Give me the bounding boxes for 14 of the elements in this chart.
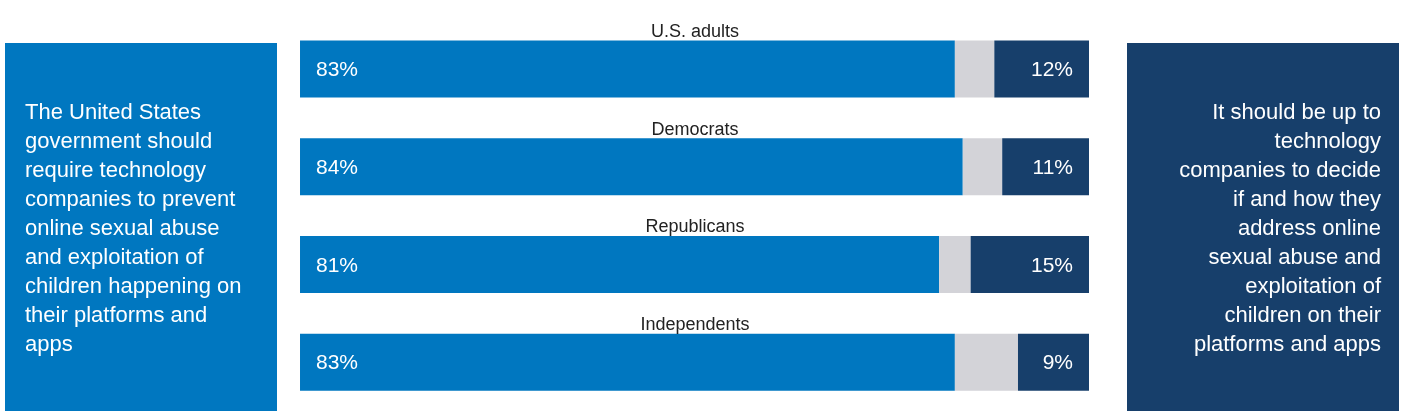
data-label: 12% xyxy=(1030,57,1073,81)
y-tick-label: Republicans xyxy=(645,216,745,237)
text: It should be up to technology companies to decide if and how they address online sexual abuse and exploitation of children on their platforms and apps xyxy=(1179,98,1381,356)
y-tick-label: Democrats xyxy=(651,118,739,139)
data-label: 81% xyxy=(316,252,359,276)
data-label: 9% xyxy=(1042,350,1073,374)
y-tick-label: U.S. adults xyxy=(650,20,740,41)
data-label: 11% xyxy=(1032,154,1073,178)
text: The United States government should require technology companies to prevent online sexual abuse and exploitation of children happening on their platforms and apps xyxy=(25,98,242,356)
y-tick-label: Independents xyxy=(640,314,750,335)
data-label: 83% xyxy=(316,57,359,81)
data-label: 15% xyxy=(1030,252,1073,276)
data-label: 84% xyxy=(316,154,359,178)
data-label: 83% xyxy=(316,350,359,374)
